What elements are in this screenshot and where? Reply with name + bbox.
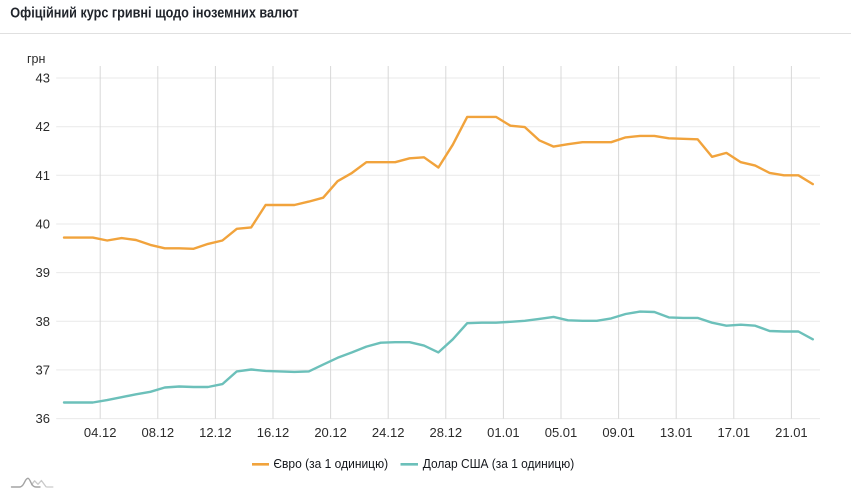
svg-text:21.01: 21.01 [775,425,808,440]
svg-text:01.01: 01.01 [487,425,520,440]
svg-text:42: 42 [36,119,50,134]
svg-text:43: 43 [36,71,50,86]
svg-text:08.12: 08.12 [142,425,175,440]
svg-text:Євро (за 1 одиницю): Євро (за 1 одиницю) [273,456,388,471]
svg-text:41: 41 [36,168,50,183]
svg-text:12.12: 12.12 [199,425,232,440]
svg-text:Долар США (за 1 одиницю): Долар США (за 1 одиницю) [423,456,574,471]
svg-text:04.12: 04.12 [84,425,117,440]
svg-text:39: 39 [36,265,50,280]
svg-text:38: 38 [36,314,50,329]
svg-text:05.01: 05.01 [545,425,578,440]
svg-text:40: 40 [36,217,50,232]
svg-text:24.12: 24.12 [372,425,405,440]
svg-text:Офіційний курс гривні щодо іно: Офіційний курс гривні щодо іноземних вал… [10,6,298,22]
svg-text:16.12: 16.12 [257,425,290,440]
svg-text:36: 36 [36,411,50,426]
svg-text:37: 37 [36,362,50,377]
svg-text:28.12: 28.12 [430,425,463,440]
svg-text:09.01: 09.01 [602,425,635,440]
svg-text:20.12: 20.12 [314,425,347,440]
svg-text:грн: грн [27,52,46,66]
svg-text:17.01: 17.01 [718,425,751,440]
svg-text:13.01: 13.01 [660,425,693,440]
